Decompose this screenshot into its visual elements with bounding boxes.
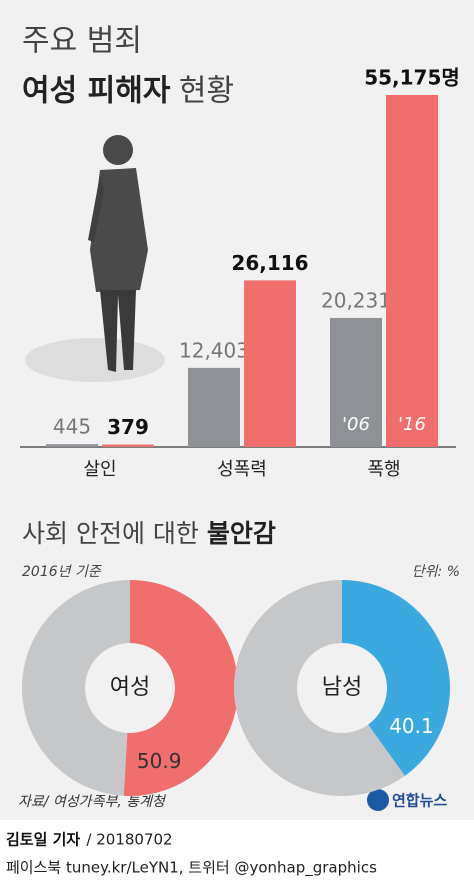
logo: 연합뉴스 xyxy=(392,792,447,810)
note: 2016년 기준 xyxy=(22,564,102,580)
bar xyxy=(386,95,438,447)
series-name: '06 xyxy=(342,414,370,435)
title: 주요 범죄 xyxy=(22,24,142,59)
logo-icon xyxy=(367,789,389,811)
section-title: 사회 안전에 대한 xyxy=(22,519,199,548)
center-label: 남성 xyxy=(322,675,362,700)
value-label: 55,175명 xyxy=(364,66,460,90)
donut-segment xyxy=(340,580,450,776)
bar xyxy=(188,367,240,447)
source: 자료/ 여성가족부, 통계청 xyxy=(18,794,167,810)
bar xyxy=(46,444,98,447)
date: / 20180702 xyxy=(86,831,172,849)
value-label: 445 xyxy=(53,415,91,439)
author: 김토일 기자 xyxy=(6,831,80,849)
title-bold: 여성 피해자 xyxy=(22,74,171,109)
series-name: '16 xyxy=(398,414,426,435)
value-label: 20,231 xyxy=(321,288,391,312)
unit: 단위: % xyxy=(412,564,460,580)
donut-segment xyxy=(123,580,238,796)
value-label: 26,116 xyxy=(231,251,308,275)
social: 페이스북 tuney.kr/LeYN1, 트위터 @yonhap_graphic… xyxy=(6,859,377,878)
center-label: 여성 xyxy=(110,675,150,700)
section-title-bold: 불안감 xyxy=(207,519,276,548)
value-label: 40.1 xyxy=(389,714,434,738)
value-label: 379 xyxy=(107,415,149,439)
category-label: 성폭력 xyxy=(217,459,267,480)
value-label: 50.9 xyxy=(137,749,182,773)
title-rest: 현황 xyxy=(179,74,234,109)
category-label: 폭행 xyxy=(367,459,400,480)
bar xyxy=(102,444,154,447)
category-label: 살인 xyxy=(83,459,116,480)
silhouette xyxy=(25,135,165,382)
bar xyxy=(244,280,296,447)
bar xyxy=(330,317,382,447)
value-label: 12,403 xyxy=(179,338,249,362)
